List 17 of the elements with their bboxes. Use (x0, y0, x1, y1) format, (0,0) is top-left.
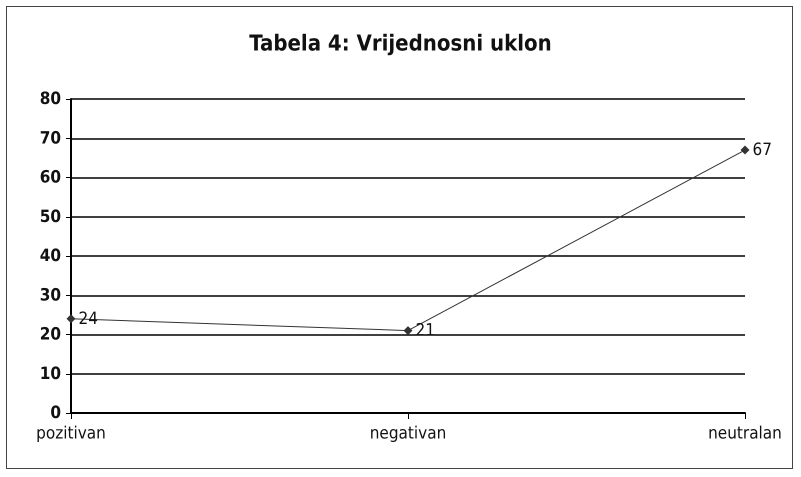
data-label: 67 (752, 140, 772, 160)
y-tick-label: 0 (50, 403, 61, 423)
point (66, 314, 76, 324)
point (404, 326, 412, 336)
y-tick-label: 70 (40, 128, 61, 148)
y-tick-label: 20 (40, 324, 61, 344)
y-tick-label: 50 (40, 206, 61, 227)
y-tick-label: 60 (40, 168, 61, 188)
x-tick-label: pozitivan (36, 424, 106, 444)
x-tick-label: negativan (370, 424, 446, 444)
y-tick-label: 30 (40, 285, 61, 306)
y-tick-label: 10 (40, 364, 61, 384)
y-tick-label: 80 (40, 89, 61, 109)
y-tick-label: 40 (40, 246, 61, 266)
point (740, 146, 750, 155)
chart-title: Tabela 4: Vrijednosni uklon (249, 32, 552, 56)
x-tick-label: neutralan (708, 424, 782, 444)
